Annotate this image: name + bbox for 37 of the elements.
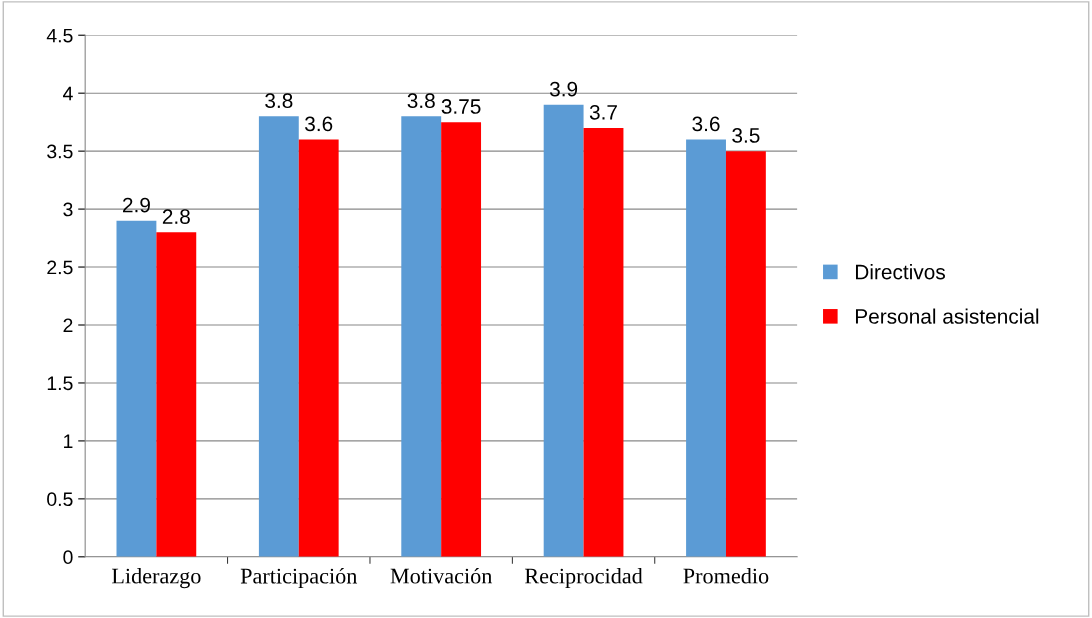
data-label: 3.75: [441, 99, 481, 114]
y-tick-label: 3: [63, 202, 73, 217]
y-tick-label: 4.5: [46, 28, 73, 43]
bar: [725, 151, 766, 557]
data-label: 2.8: [162, 209, 190, 224]
bar: [116, 220, 157, 557]
data-label: 3.9: [549, 81, 578, 97]
x-tick-label: Promedio: [683, 567, 769, 584]
bar: [441, 122, 482, 557]
bar: [156, 232, 197, 557]
x-tick-label: Motivación: [390, 567, 493, 584]
y-tick-label: 1: [64, 434, 73, 448]
y-tick-label: 2.5: [47, 260, 73, 275]
y-tick-label: 1.5: [47, 376, 73, 391]
data-label: 3.8: [265, 93, 293, 109]
bar: [401, 116, 442, 557]
data-label: 2.9: [123, 197, 150, 213]
x-tick-label: Reciprocidad: [524, 567, 643, 589]
bar: [543, 104, 584, 557]
y-tick-label: 0: [63, 550, 73, 565]
y-tick-label: 4: [63, 86, 73, 101]
y-tick-label: 2: [63, 318, 73, 333]
data-label: 3.6: [692, 116, 720, 132]
bar: [298, 139, 339, 557]
data-label: 3.6: [305, 116, 333, 132]
x-tick-label: Participación: [240, 567, 358, 589]
data-label: 3.8: [407, 93, 435, 109]
legend-label: Directivos: [855, 264, 945, 280]
data-label: 3.7: [589, 104, 617, 120]
x-tick-label: Liderazgo: [111, 567, 201, 589]
y-tick-label: 0.5: [47, 492, 73, 507]
data-label: 3.5: [732, 128, 760, 143]
y-tick-label: 3.5: [47, 144, 73, 159]
bar: [686, 139, 726, 557]
bar: [583, 127, 624, 557]
bar: [258, 116, 299, 557]
legend-label: Personal asistencial: [855, 308, 1039, 324]
